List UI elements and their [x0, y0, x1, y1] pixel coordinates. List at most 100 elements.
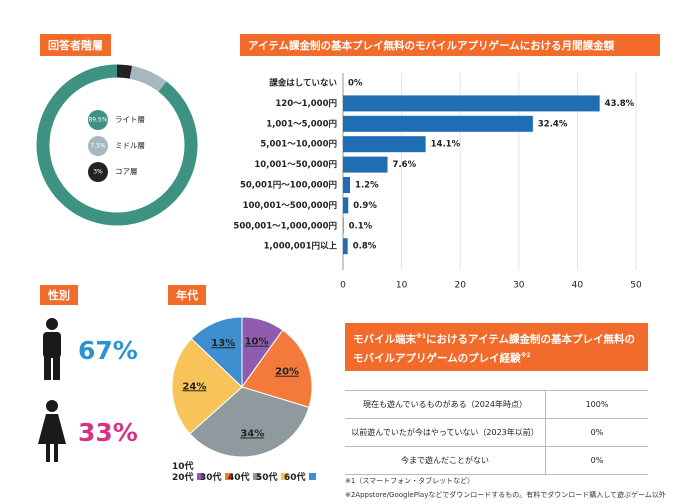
table-cell: 現在も遊んでいるものがある（2024年時点）	[345, 390, 546, 419]
legend-value: 7.5%	[90, 143, 106, 150]
value-label: 43.8%	[605, 99, 635, 109]
slice-label: 24%	[182, 381, 206, 392]
legend-label: 50代	[256, 473, 278, 483]
donut-segment	[116, 64, 133, 79]
pie-slice	[190, 316, 243, 389]
category-label: 10,001〜50,000円	[254, 160, 337, 170]
slice-label: 13%	[211, 338, 235, 349]
category-label: 120〜1,000円	[275, 99, 337, 109]
value-label: 0%	[348, 79, 363, 89]
legend-item: 40代	[228, 473, 260, 484]
pie-slice	[241, 329, 313, 409]
legend-swatch	[280, 473, 288, 480]
legend-label: ミドル層	[115, 141, 145, 150]
table-row: 現在も遊んでいるものがある（2024年時点） 100%	[345, 390, 648, 419]
table-cell: 0%	[545, 418, 648, 447]
table-cell: 100%	[545, 390, 648, 419]
value-label: 0.1%	[349, 221, 373, 231]
x-tick-label: 40	[572, 281, 584, 291]
legend-value: 89.5%	[88, 117, 107, 124]
legend-label: 60代	[284, 473, 306, 483]
title-part: におけるアイテム課金制の基本プレイ無料のモバイルアプリゲームのプレイ経験	[353, 333, 635, 365]
value-label: 14.1%	[431, 140, 461, 150]
x-tick-label: 0	[340, 281, 346, 291]
value-label: 1.2%	[355, 181, 379, 191]
legend-label: ライト層	[115, 115, 145, 124]
person-leg	[44, 354, 51, 380]
category-label: 1,000,001円以上	[264, 241, 338, 252]
person-head	[46, 318, 58, 330]
table: 現在も遊んでいるものがある（2024年時点） 100% 以前遊んでいたが今はやってい…	[345, 390, 648, 475]
title-note: ※2	[520, 351, 531, 359]
person-leg	[53, 354, 60, 380]
bar	[343, 156, 388, 173]
legend-item: 10代 20代	[172, 462, 204, 484]
table-title: モバイル端末※1におけるアイテム課金制の基本プレイ無料のモバイルアプリゲームのプ…	[345, 323, 648, 371]
category-label: 100,001〜500,000円	[243, 201, 337, 211]
section-title: 性別	[40, 285, 78, 305]
person-leg	[46, 444, 50, 462]
x-tick-label: 20	[454, 281, 466, 291]
section-title: 回答者階層	[40, 34, 111, 56]
title-part: モバイル端末	[353, 333, 416, 346]
legend-value: 3%	[93, 169, 103, 176]
x-tick-label: 10	[396, 281, 408, 291]
legend-label: 30代	[200, 473, 222, 483]
legend-label: 40代	[228, 473, 250, 483]
table-cell: 以前遊んでいたが今はやっていない（2023年以前）	[345, 418, 546, 447]
slice-label: 34%	[240, 428, 264, 439]
legend-swatch	[252, 473, 260, 480]
legend-label: コア層	[115, 167, 138, 176]
donut-segment	[129, 65, 167, 92]
section-title: アイテム課金制の基本プレイ無料のモバイルアプリゲームにおける月間課金額	[240, 34, 660, 56]
bar	[343, 238, 348, 255]
section-title: 年代	[168, 285, 206, 305]
person-leg	[54, 444, 58, 462]
table-cell: 0%	[545, 446, 648, 475]
donut-segment	[36, 64, 198, 226]
category-label: 500,001〜1,000,000円	[233, 221, 337, 231]
legend-swatch	[196, 473, 204, 480]
slice-label: 10%	[245, 337, 269, 348]
x-tick-label: 30	[513, 281, 525, 291]
value-label: 32.4%	[538, 119, 568, 129]
category-label: 1,001〜5,000円	[266, 119, 337, 129]
legend-item: 60代	[284, 473, 316, 484]
x-tick-label: 50	[630, 281, 642, 291]
legend-swatch	[224, 473, 232, 480]
table-row: 今まで遊んだことがない 0%	[345, 446, 648, 475]
pie-slice	[171, 337, 243, 435]
value-label: 7.6%	[393, 160, 417, 170]
legend-item: 30代	[200, 473, 232, 484]
bar	[343, 197, 349, 214]
legend-swatch	[88, 136, 108, 156]
title-note: ※1	[416, 333, 427, 340]
legend-item: 50代	[256, 473, 288, 484]
legend-swatch	[308, 473, 316, 480]
person-body	[38, 414, 66, 444]
slice-label: 20%	[275, 367, 299, 378]
category-label: 5,001〜10,000円	[260, 140, 337, 150]
category-label: 50,001円〜100,000円	[240, 181, 337, 191]
person-head	[46, 400, 58, 412]
footnote: ※1（スマートフォン・タブレットなど）	[345, 477, 475, 485]
pie-slice	[189, 386, 310, 458]
category-label: 課金はしていない	[269, 78, 337, 89]
bar	[343, 95, 600, 112]
legend-swatch	[88, 110, 108, 130]
legend-swatch	[88, 162, 108, 182]
bar	[343, 115, 533, 132]
person-body	[43, 332, 61, 358]
gender-share: 33%	[78, 418, 138, 447]
value-label: 0.8%	[353, 242, 377, 252]
value-label: 0.9%	[353, 201, 377, 211]
footnote: ※2Appstore/GooglePlayなどでダウンロードするもの。有料でダウ…	[345, 491, 666, 499]
bar	[343, 136, 426, 153]
gender-share: 67%	[78, 336, 138, 365]
legend-label: 10代 20代	[172, 462, 194, 483]
bar	[343, 177, 351, 193]
table-cell: 今まで遊んだことがない	[345, 446, 546, 475]
table-row: 以前遊んでいたが今はやっていない（2023年以前） 0%	[345, 418, 648, 447]
